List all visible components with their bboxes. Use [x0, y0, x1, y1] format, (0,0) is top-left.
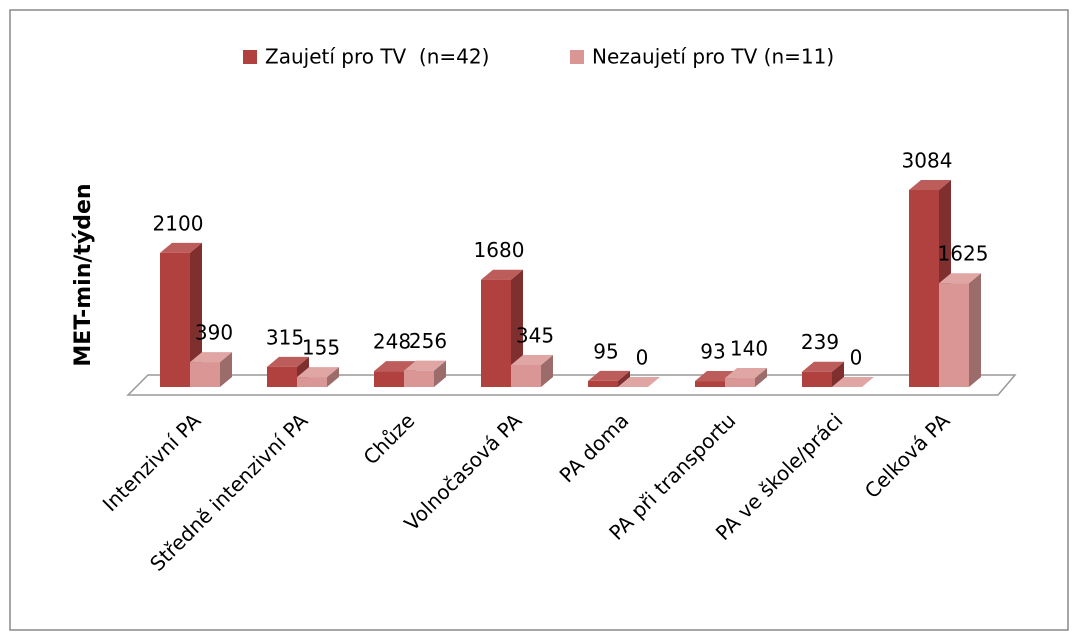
- value-label: 248: [373, 330, 411, 354]
- value-label: 155: [302, 336, 340, 360]
- bar-top: [618, 377, 660, 387]
- bar-top: [939, 273, 981, 284]
- bar-front: [511, 364, 541, 387]
- bar-top: [481, 269, 523, 280]
- bar-front: [802, 371, 832, 387]
- value-label: 256: [409, 329, 447, 353]
- bar: [404, 360, 446, 387]
- legend-swatch: [570, 50, 584, 64]
- value-label: 95: [593, 339, 618, 363]
- bar: [190, 352, 232, 387]
- value-label: 140: [730, 337, 768, 361]
- bar-front: [297, 377, 327, 387]
- bar-top: [190, 352, 232, 363]
- bar-top: [802, 361, 844, 372]
- bar-side: [618, 370, 630, 387]
- value-label: 345: [516, 323, 554, 347]
- bar-side: [969, 273, 981, 387]
- value-label: 390: [195, 321, 233, 345]
- bar-side: [755, 368, 767, 387]
- bar: [588, 370, 630, 387]
- legend-label: Nezaujetí pro TV (n=11): [592, 45, 834, 69]
- bar-top: [404, 360, 446, 371]
- bar-side: [190, 242, 202, 387]
- legend-swatch: [243, 50, 257, 64]
- bar: [802, 361, 844, 387]
- bar: [939, 273, 981, 387]
- bar-top: [725, 368, 767, 379]
- bar-front: [588, 380, 618, 387]
- value-label: 0: [636, 346, 649, 370]
- bar-top: [374, 361, 416, 372]
- bar-top: [511, 354, 553, 365]
- floor: [126, 374, 1017, 396]
- value-label: 93: [700, 340, 725, 364]
- value-label: 239: [801, 330, 839, 354]
- bar: [618, 377, 660, 387]
- value-label: 2100: [153, 211, 204, 235]
- bar-side: [327, 367, 339, 387]
- bar-side: [832, 361, 844, 387]
- bar: [725, 368, 767, 387]
- bar: [160, 242, 202, 387]
- bar-front: [909, 190, 939, 387]
- value-label: 315: [266, 325, 304, 349]
- bar-top: [267, 356, 309, 367]
- bar-side: [220, 352, 232, 387]
- bar-front: [160, 252, 190, 387]
- bar-front: [481, 279, 511, 387]
- bar-front: [374, 371, 404, 387]
- bar-side: [541, 354, 553, 387]
- value-label: 0: [850, 346, 863, 370]
- bar: [832, 377, 874, 387]
- bar-top: [909, 180, 951, 191]
- value-label: 1680: [474, 238, 525, 262]
- bar: [511, 354, 553, 387]
- bar-top: [160, 242, 202, 253]
- bar: [297, 367, 339, 387]
- bar-side: [434, 360, 446, 387]
- value-label: 1625: [938, 242, 989, 266]
- bar-top: [832, 377, 874, 387]
- bar-front: [267, 366, 297, 387]
- bar-front: [939, 283, 969, 387]
- bar-top: [588, 370, 630, 381]
- legend-label: Zaujetí pro TV (n=42): [265, 45, 489, 69]
- y-axis-label: MET-min/týden: [71, 183, 96, 366]
- bar-front: [695, 381, 725, 387]
- bar-front: [190, 362, 220, 387]
- bar-front: [725, 378, 755, 387]
- bar-front: [404, 370, 434, 387]
- bar-top: [297, 367, 339, 378]
- value-label: 3084: [902, 149, 953, 173]
